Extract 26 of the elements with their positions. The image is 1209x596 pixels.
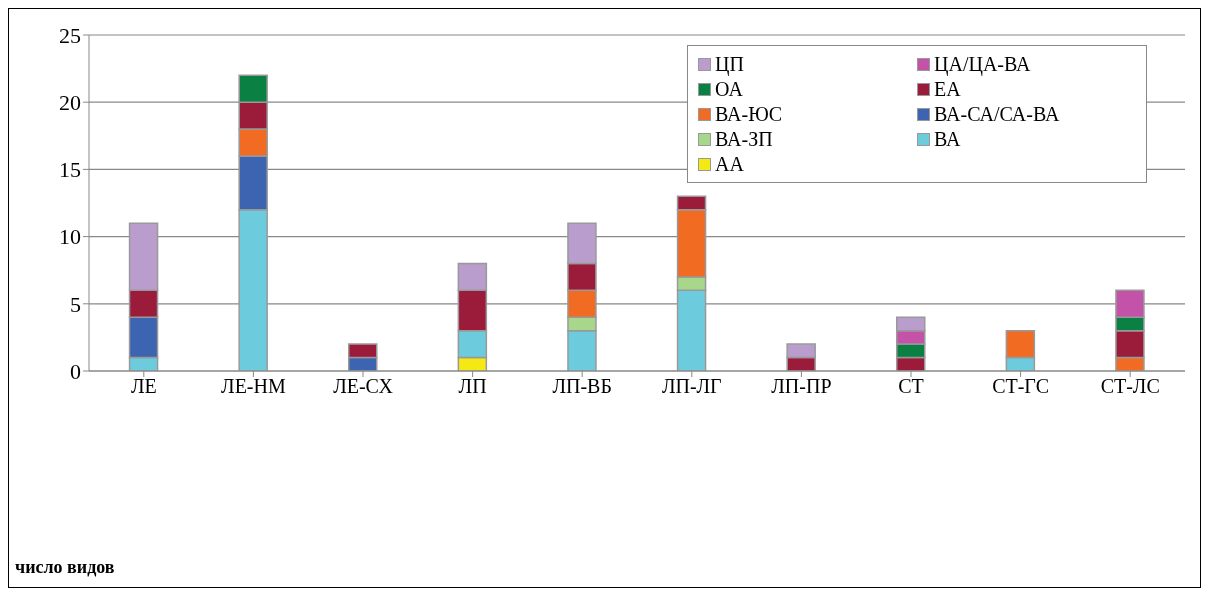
x-tick-label: ЛЕ: [130, 375, 157, 398]
legend-label: ОА: [715, 77, 743, 101]
text: число видов: [15, 557, 115, 578]
x-tick-label: ЛЕ-НМ: [221, 375, 286, 398]
x-tick-label: ЛП-ВБ: [552, 375, 612, 398]
y-tick-label: 20: [59, 90, 81, 116]
y-tick-label: 5: [70, 291, 81, 317]
y-tick-label: 0: [70, 358, 81, 384]
legend-label: ЕА: [934, 77, 961, 101]
x-tick-label: СТ-ЛС: [1100, 375, 1160, 398]
x-tick-label: ЛП-ПР: [771, 375, 832, 398]
legend-label: ВА-ЗП: [715, 127, 773, 151]
legend-label: ЦА/ЦА-ВА: [934, 52, 1031, 76]
legend-label: ВА-ЮС: [715, 102, 783, 126]
x-tick-label: ЛП: [458, 375, 487, 398]
legend-label: ВА: [934, 127, 961, 151]
x-tick-label: ЛП-ЛГ: [661, 375, 722, 398]
legend-label: ЦП: [715, 52, 744, 76]
y-tick-label: 25: [59, 22, 81, 48]
y-tick-label: 15: [59, 157, 81, 183]
x-tick-label: СТ-ГС: [992, 375, 1050, 398]
legend-label: АА: [715, 152, 744, 176]
x-tick-label: ЛЕ-СХ: [333, 375, 394, 398]
x-tick-label: СТ: [898, 375, 924, 398]
y-tick-label: 10: [59, 224, 81, 250]
legend-label: ВА-СА/СА-ВА: [934, 102, 1060, 126]
